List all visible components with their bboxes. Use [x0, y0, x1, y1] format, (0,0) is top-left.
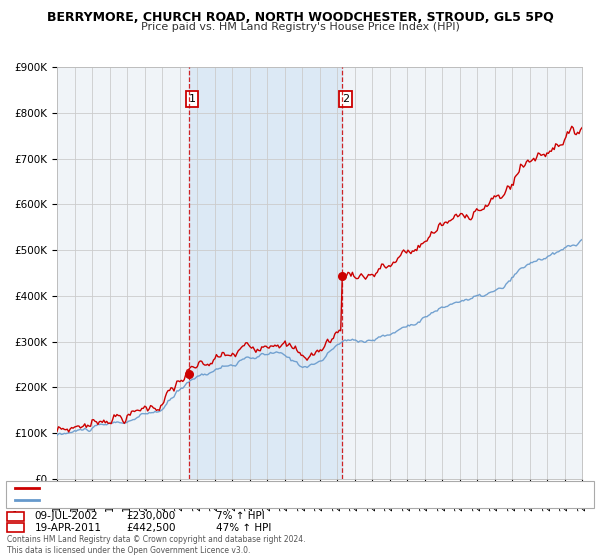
Text: BERRYMORE, CHURCH ROAD, NORTH WOODCHESTER, STROUD, GL5 5PQ: BERRYMORE, CHURCH ROAD, NORTH WOODCHESTE…: [47, 11, 553, 24]
Text: 19-APR-2011: 19-APR-2011: [35, 522, 102, 533]
Text: Contains HM Land Registry data © Crown copyright and database right 2024.
This d: Contains HM Land Registry data © Crown c…: [7, 535, 306, 555]
Text: 2: 2: [12, 522, 19, 533]
Bar: [188, 67, 342, 479]
Text: £442,500: £442,500: [126, 522, 176, 533]
Text: Price paid vs. HM Land Registry's House Price Index (HPI): Price paid vs. HM Land Registry's House …: [140, 22, 460, 32]
Text: 47% ↑ HPI: 47% ↑ HPI: [216, 522, 271, 533]
Text: 7% ↑ HPI: 7% ↑ HPI: [216, 511, 265, 521]
Text: 1: 1: [12, 511, 19, 521]
Text: £230,000: £230,000: [126, 511, 175, 521]
Text: 09-JUL-2002: 09-JUL-2002: [35, 511, 98, 521]
Text: 2: 2: [342, 94, 349, 104]
Text: 1: 1: [188, 94, 196, 104]
Text: BERRYMORE, CHURCH ROAD, NORTH WOODCHESTER, STROUD, GL5 5PQ (detached house): BERRYMORE, CHURCH ROAD, NORTH WOODCHESTE…: [43, 484, 438, 493]
Text: HPI: Average price, detached house, Stroud: HPI: Average price, detached house, Stro…: [43, 495, 232, 504]
